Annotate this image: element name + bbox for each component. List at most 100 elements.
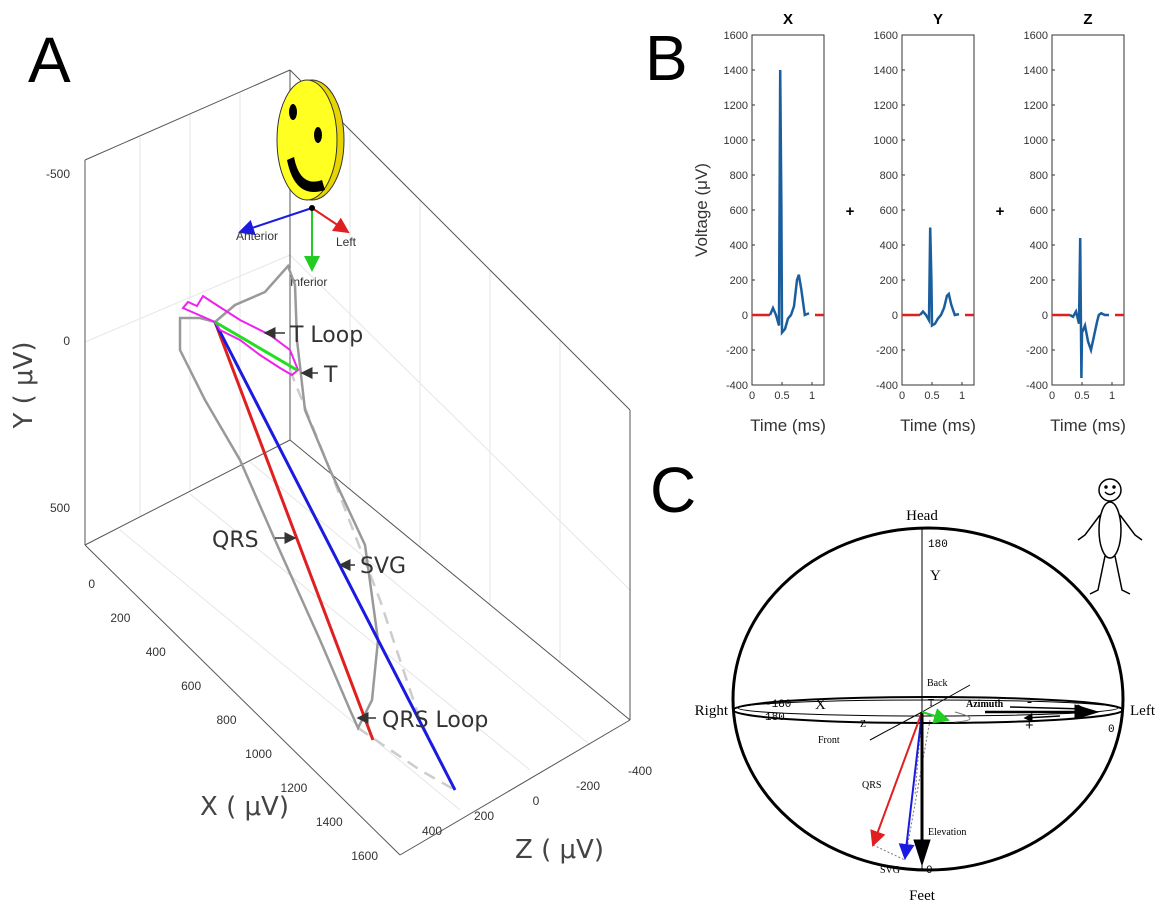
y-tick-label: 0	[1042, 310, 1048, 322]
x-axis-title: Time (ms)	[900, 416, 976, 435]
plot-frame	[1051, 34, 1125, 386]
y-tick-label: 200	[1030, 275, 1048, 287]
series-line	[768, 69, 810, 336]
y-tick-label: 0	[892, 310, 898, 322]
x-tick-label: 0.5	[774, 390, 789, 402]
y-tick-label: 1000	[724, 135, 748, 147]
y-tick-label: 600	[1030, 205, 1048, 217]
annotation: QRS Loop	[382, 708, 488, 733]
y-tick-label: 1200	[724, 100, 748, 112]
plus-sign: +	[996, 203, 1005, 220]
diagram-label: Front	[818, 735, 840, 746]
x-tick-label: 0.5	[924, 390, 939, 402]
diagram-label: 0	[1108, 724, 1115, 736]
chart-title: Z	[1083, 11, 1092, 28]
annotation: QRS	[212, 528, 259, 553]
y-tick-label: 1600	[874, 30, 898, 42]
y-tick-label: 1000	[874, 135, 898, 147]
diagram-label: Feet	[909, 888, 936, 904]
box-3d	[84, 69, 631, 856]
orientation-label: Anterior	[236, 229, 278, 243]
tick-label: 800	[216, 713, 236, 727]
diagram-label: SVG	[880, 865, 900, 876]
tick-label: 200	[110, 611, 130, 625]
diagram-label: 180	[765, 712, 785, 724]
svg-vector	[213, 321, 457, 791]
annotation-arrows	[263, 327, 376, 724]
y-tick-label: -200	[876, 345, 898, 357]
orientation-label: Inferior	[290, 275, 327, 289]
diagram-label: Right	[695, 703, 729, 719]
tick-label: 1600	[351, 849, 378, 863]
y-tick-label: -200	[1026, 345, 1048, 357]
panel-label: A	[28, 24, 71, 96]
diagram-label: Left	[1130, 703, 1156, 719]
x-tick-label: 1	[1109, 390, 1115, 402]
y-axis-title: Voltage (μV)	[692, 163, 711, 257]
tick-label: 200	[474, 809, 494, 823]
y-tick-label: 400	[880, 240, 898, 252]
x-tick-label: 1	[959, 390, 965, 402]
y-tick-label: 800	[730, 170, 748, 182]
y-tick-label: -200	[726, 345, 748, 357]
diagram-label: 180	[928, 539, 948, 551]
diagram-label: QRS	[862, 780, 881, 791]
tick-label: 0	[88, 577, 95, 591]
y-tick-label: 800	[1030, 170, 1048, 182]
tick-label: 0	[533, 794, 540, 808]
y-tick-label: 1200	[1024, 100, 1048, 112]
diagram-label: Elevation	[928, 827, 966, 838]
t-loop	[181, 294, 300, 377]
chart-title: Y	[933, 11, 943, 28]
y-tick-label: 600	[880, 205, 898, 217]
qrs-vector	[213, 321, 375, 741]
x-tick-label: 1	[809, 390, 815, 402]
y-tick-label: 600	[730, 205, 748, 217]
axis-title: Z ( μV)	[515, 835, 604, 865]
smiley-icon	[276, 79, 345, 201]
y-tick-label: 0	[742, 310, 748, 322]
annotation: T	[323, 363, 338, 388]
x-tick-label: 0	[899, 390, 905, 402]
orientation-axes	[238, 205, 350, 272]
y-tick-label: -400	[726, 380, 748, 392]
annotation: SVG	[360, 554, 406, 579]
tick-label: 400	[146, 645, 166, 659]
person-icon	[1077, 478, 1143, 595]
y-tick-label: 1400	[1024, 65, 1048, 77]
diagram-label: +	[1025, 718, 1034, 734]
diagram-label: T	[928, 698, 934, 709]
diagram-label: Back	[927, 678, 948, 689]
y-tick-label: 400	[1030, 240, 1048, 252]
tick-label: -400	[628, 764, 652, 778]
diagram-label: 0	[926, 865, 933, 877]
plot-frame	[901, 34, 975, 386]
tick-label: 600	[181, 679, 201, 693]
y-tick-label: -400	[876, 380, 898, 392]
x-axis-title: Time (ms)	[1050, 416, 1126, 435]
y-tick-label: 200	[880, 275, 898, 287]
axis-title: Y ( μV)	[9, 341, 39, 429]
tick-label: -200	[576, 779, 600, 793]
chart-title: X	[783, 11, 793, 28]
tick-label: 400	[422, 824, 442, 838]
tick-label: 1400	[316, 815, 343, 829]
grid-3d	[84, 92, 631, 811]
panel-label: B	[645, 22, 688, 94]
y-tick-label: 800	[880, 170, 898, 182]
sphere-diagram	[731, 526, 1125, 872]
plot-frame	[751, 34, 825, 386]
tick-label: -500	[46, 167, 70, 181]
y-tick-label: 1400	[724, 65, 748, 77]
diagram-label: X	[815, 697, 826, 713]
tick-label: 0	[63, 334, 70, 348]
y-tick-label: 1400	[874, 65, 898, 77]
y-tick-label: 1600	[724, 30, 748, 42]
y-tick-label: 400	[730, 240, 748, 252]
y-tick-label: 1200	[874, 100, 898, 112]
tick-label: 1000	[245, 747, 272, 761]
qrs-loop	[178, 263, 380, 731]
y-tick-label: 200	[730, 275, 748, 287]
